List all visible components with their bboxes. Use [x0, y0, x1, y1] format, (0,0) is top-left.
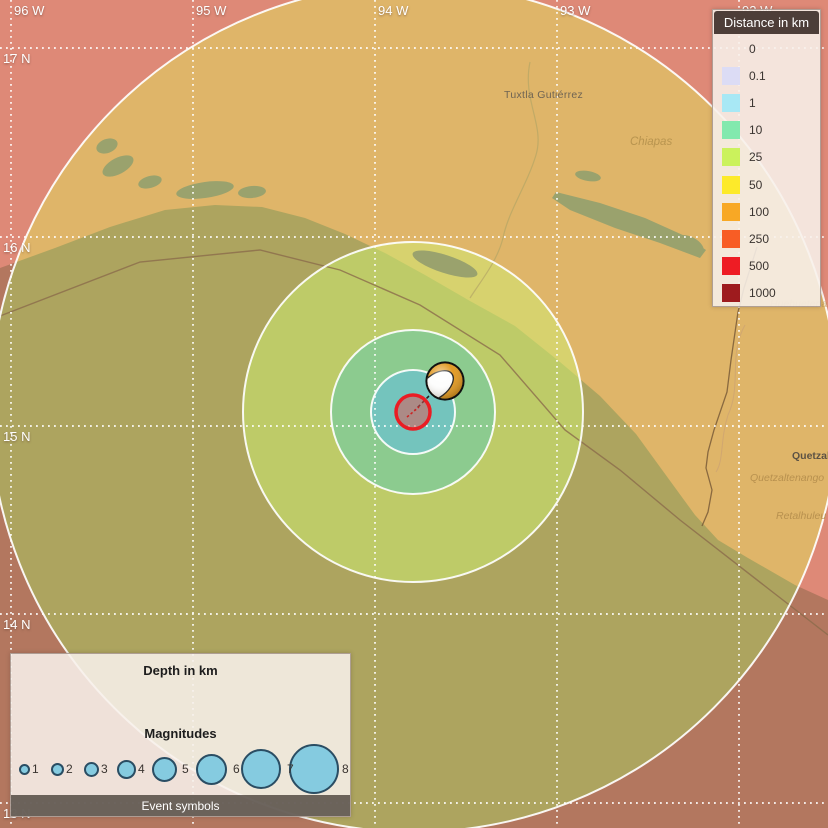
distance-legend-item: 50	[713, 171, 820, 198]
magnitude-symbol-6	[195, 753, 227, 785]
grid-label-15n: 15 N	[3, 429, 31, 444]
magnitude-symbol-5	[151, 756, 177, 782]
magnitude-symbol-4	[116, 759, 136, 779]
color-swatch	[722, 284, 740, 303]
grid-label-95w: 95 W	[196, 3, 227, 18]
grid-label-94w: 94 W	[378, 3, 409, 18]
color-swatch	[722, 175, 740, 194]
distance-legend-item: 25	[713, 144, 820, 171]
color-swatch	[722, 93, 740, 112]
distance-legend-item: 250	[713, 225, 820, 252]
magnitude-label: 6	[233, 762, 240, 776]
focal-mechanism-beachball[interactable]	[413, 361, 465, 407]
distance-legend-item: 500	[713, 253, 820, 280]
map-label-chiapas: Chiapas	[630, 136, 673, 148]
grid-label-96w: 96 W	[14, 3, 45, 18]
distance-legend-item: 0.1	[713, 62, 820, 89]
grid-label-16n: 16 N	[3, 240, 31, 255]
distance-legend-item: 100	[713, 198, 820, 225]
magnitude-label: 5	[182, 762, 189, 776]
color-swatch	[722, 121, 740, 140]
magnitude-label: 3	[101, 762, 108, 776]
magnitude-symbol-3	[83, 761, 99, 777]
distance-legend-header: Distance in km	[714, 11, 819, 34]
map-label-quetzaltenango-dept: Quetzaltenango	[750, 472, 825, 484]
lagoon-features	[96, 138, 706, 278]
color-swatch	[722, 40, 740, 58]
admin-border-line	[715, 324, 746, 473]
magnitude-label: 1	[32, 762, 39, 776]
map-label-quetzaltenango-city: Quetzaltenango	[792, 450, 828, 462]
distance-legend: Distance in km 0 0.1 1 10 25 50 100 250	[712, 9, 821, 307]
grid-label-93w: 93 W	[560, 3, 591, 18]
distance-legend-item: 0	[713, 35, 820, 62]
magnitude-symbol-2	[50, 762, 64, 776]
distance-legend-item: 10	[713, 117, 820, 144]
depth-legend-title: Depth in km	[143, 663, 218, 678]
magnitude-label: 4	[138, 762, 145, 776]
trench-line	[0, 249, 828, 636]
color-swatch	[722, 257, 740, 276]
color-swatch	[722, 66, 740, 85]
map-label-retalhuleu: Retalhuleu	[776, 510, 827, 522]
magnitude-label: 7	[287, 762, 294, 776]
magnitude-legend-title: Magnitudes	[144, 726, 217, 741]
color-swatch	[722, 229, 740, 248]
magnitude-symbol-7	[241, 749, 281, 789]
magnitude-label: 2	[66, 762, 73, 776]
magnitude-symbol-1	[18, 763, 30, 775]
distance-legend-item: 1	[713, 89, 820, 116]
river-line	[469, 61, 539, 299]
event-symbols-header[interactable]: Event symbols	[11, 795, 350, 816]
map-label-tuxtla-gutierrez: Tuxtla Gutiérrez	[504, 89, 584, 101]
beachball-connector-line	[414, 395, 430, 411]
color-swatch	[722, 202, 740, 221]
magnitude-label: 8	[342, 762, 349, 776]
epicenter-symbol[interactable]	[394, 393, 432, 431]
magnitude-symbol-8	[289, 744, 339, 794]
color-swatch	[722, 148, 740, 167]
grid-label-14n: 14 N	[3, 617, 31, 632]
event-symbols-legend: Depth in km <= 50 <= 100 <= 250 <= 600 >…	[10, 653, 351, 817]
grid-label-17n: 17 N	[3, 51, 31, 66]
distance-legend-item: 1000	[713, 280, 820, 307]
